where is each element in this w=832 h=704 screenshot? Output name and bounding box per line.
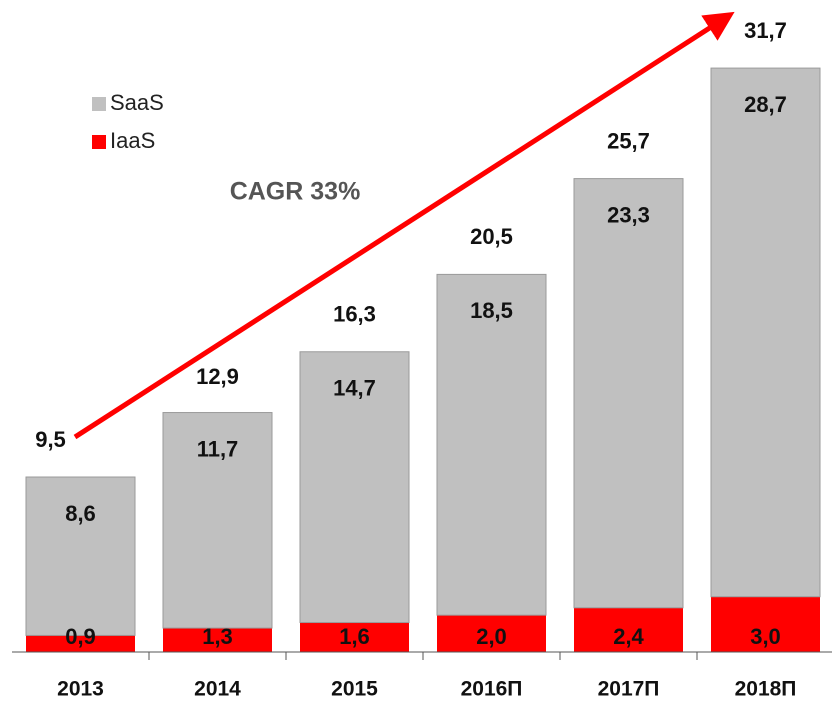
value-label: 0,9	[65, 624, 96, 649]
bar-segment	[711, 596, 820, 652]
legend-label: SaaS	[110, 90, 164, 115]
value-label: 2,4	[613, 624, 644, 649]
value-label: 1,3	[202, 624, 233, 649]
value-label: 1,6	[339, 624, 370, 649]
bar-segment	[710, 67, 821, 598]
total-label: 12,9	[196, 364, 239, 389]
bar-segment	[26, 635, 135, 652]
legend-swatch	[92, 135, 106, 149]
bar-segment	[25, 476, 136, 636]
x-tick-label: 2013	[57, 678, 104, 701]
trend-arrow	[73, 11, 735, 440]
x-tick-label: 2014	[194, 678, 241, 701]
legend-label: IaaS	[110, 128, 155, 153]
bar-segment	[163, 628, 272, 652]
x-tick-label: 2015	[331, 678, 378, 701]
legend-swatch	[92, 97, 106, 111]
total-label: 9,5	[35, 427, 66, 452]
value-label: 11,7	[197, 436, 239, 461]
x-tick-label: 2018П	[735, 678, 797, 701]
total-label: 31,7	[744, 18, 787, 43]
bar-segment	[299, 351, 410, 624]
total-label: 25,7	[607, 128, 650, 153]
value-label: 14,7	[333, 376, 376, 401]
bar-segment	[436, 273, 547, 616]
x-tick-label: 2017П	[598, 678, 660, 701]
bar-segment	[437, 615, 546, 652]
value-label: 3,0	[750, 624, 781, 649]
total-label: 16,3	[333, 302, 376, 327]
bar-segment	[574, 607, 683, 652]
bar-segment	[300, 622, 409, 652]
x-tick-label: 2016П	[461, 678, 523, 701]
value-label: 23,3	[607, 202, 650, 227]
value-label: 18,5	[470, 298, 513, 323]
value-label: 2,0	[476, 624, 507, 649]
bar-segment	[573, 178, 684, 609]
value-label: 28,7	[744, 92, 787, 117]
cagr-annotation: CAGR 33%	[230, 178, 361, 206]
bar-segment	[162, 412, 273, 629]
total-label: 20,5	[470, 224, 513, 249]
value-label: 8,6	[65, 501, 96, 526]
